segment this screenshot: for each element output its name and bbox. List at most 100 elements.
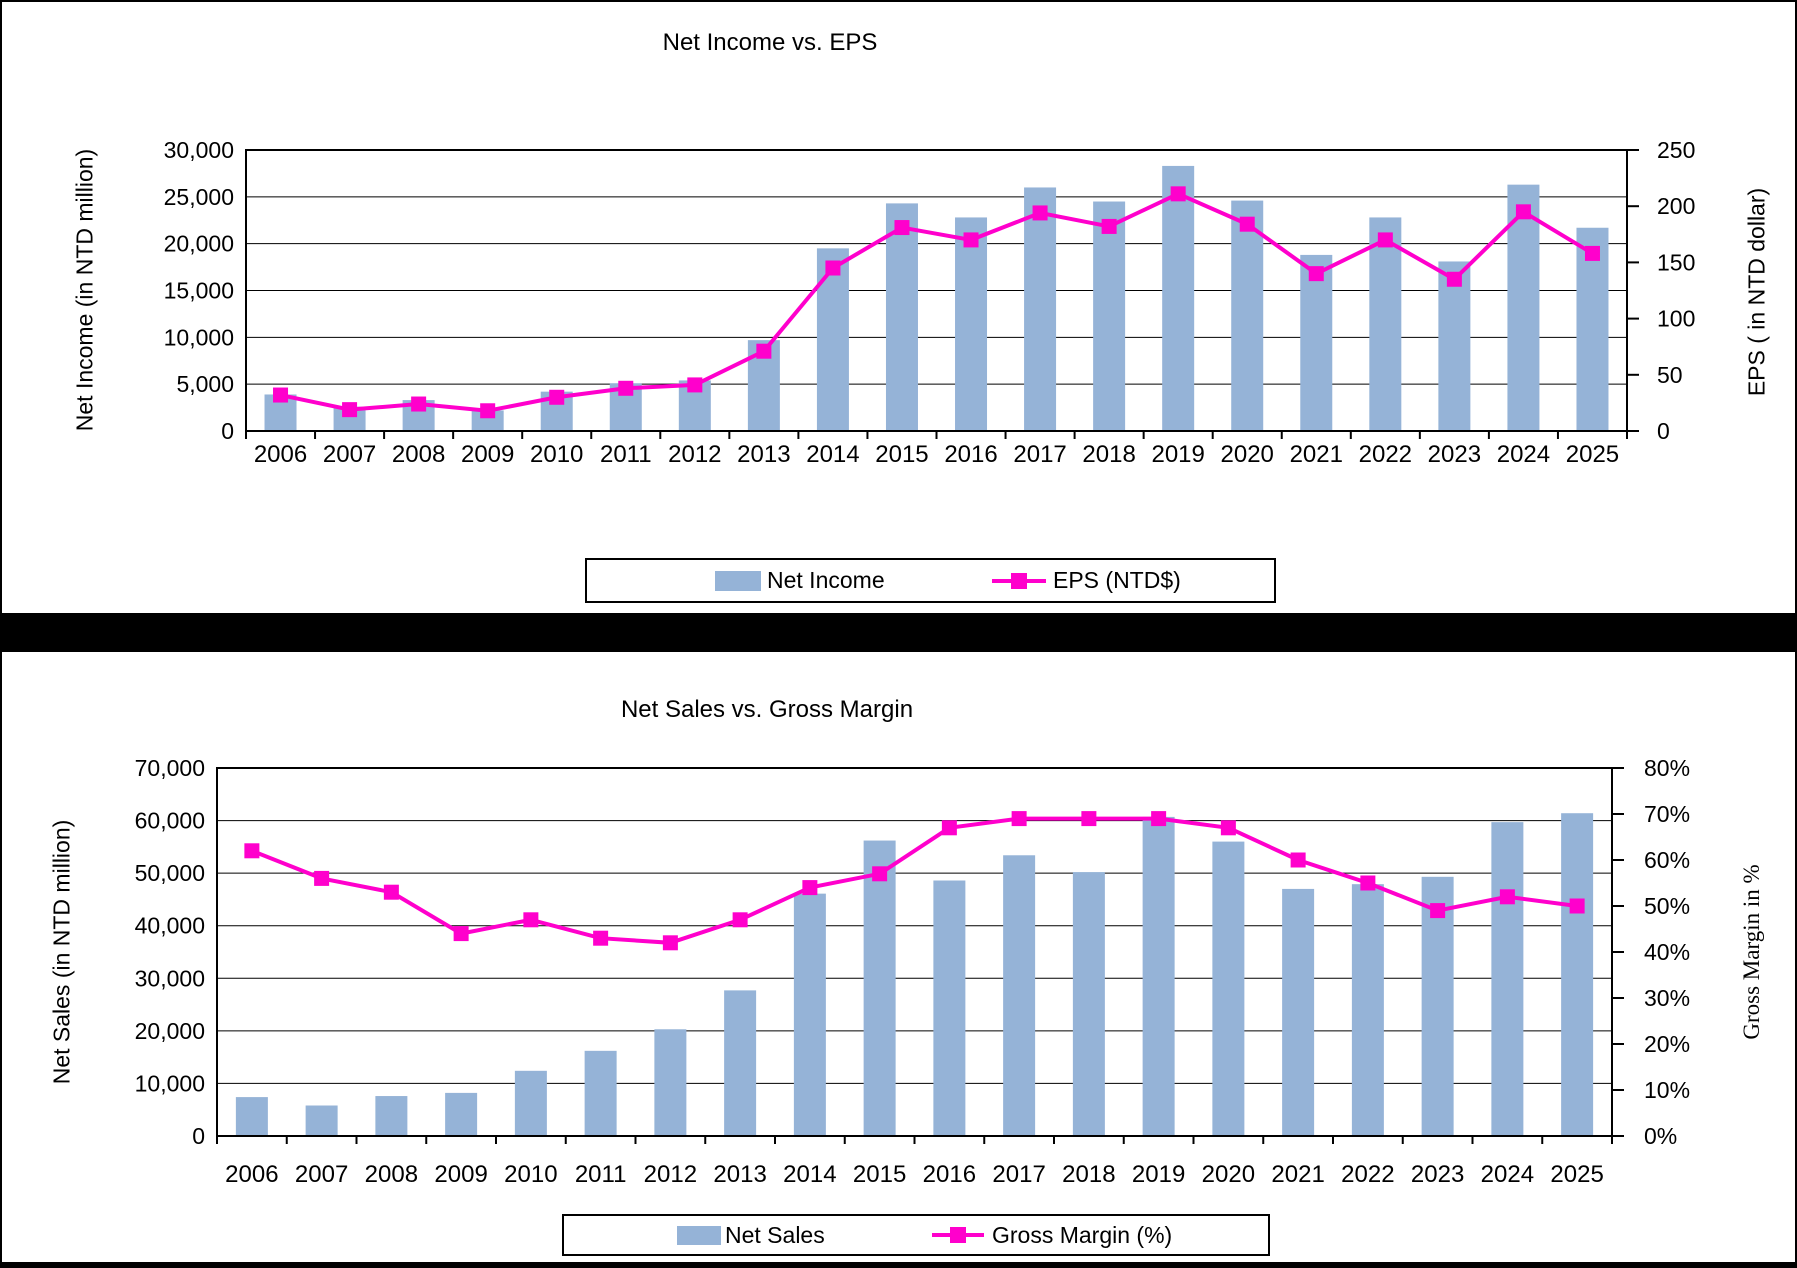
legend-swatch-net-income bbox=[715, 571, 761, 591]
bar-2024 bbox=[1507, 184, 1540, 431]
left-axis-tick-label: 40,000 bbox=[135, 913, 205, 939]
bar-2010 bbox=[514, 1070, 547, 1136]
left-axis-tick-label: 5,000 bbox=[176, 371, 234, 397]
line-marker-2012 bbox=[662, 935, 678, 951]
line-marker-2017 bbox=[1011, 811, 1027, 827]
x-tick-label-2025: 2025 bbox=[1566, 441, 1619, 468]
line-marker-2020 bbox=[1239, 216, 1255, 232]
plot-frame bbox=[245, 149, 1628, 432]
legend-label-net-income: Net Income bbox=[767, 567, 885, 593]
legend-label-eps: EPS (NTD$) bbox=[1053, 567, 1181, 593]
x-tick-label-2020: 2020 bbox=[1221, 441, 1274, 468]
legend-label-gross-margin: Gross Margin (%) bbox=[992, 1222, 1173, 1248]
line-marker-2020 bbox=[1220, 820, 1236, 836]
bar-2025 bbox=[1561, 813, 1594, 1136]
right-axis-tick-label: 80% bbox=[1644, 755, 1690, 781]
x-tick-label-2018: 2018 bbox=[1062, 1161, 1115, 1188]
line-marker-2013 bbox=[732, 912, 748, 928]
line-marker-2021 bbox=[1308, 266, 1324, 282]
x-tick-label-2021: 2021 bbox=[1271, 1161, 1324, 1188]
bar-2019 bbox=[1162, 165, 1195, 431]
line-marker-2010 bbox=[549, 389, 565, 405]
bar-2017 bbox=[1003, 855, 1036, 1136]
bar-2016 bbox=[955, 217, 988, 431]
left-axis-tick-label: 30,000 bbox=[164, 137, 234, 163]
line-marker-2025 bbox=[1569, 898, 1585, 914]
x-tick-label-2015: 2015 bbox=[853, 1161, 906, 1188]
bar-2013 bbox=[724, 990, 757, 1136]
x-tick-label-2023: 2023 bbox=[1411, 1161, 1464, 1188]
legend-swatch-gross-margin bbox=[932, 1227, 984, 1243]
line-marker-2015 bbox=[872, 866, 888, 882]
x-tick-label-2014: 2014 bbox=[806, 441, 859, 468]
x-tick-label-2024: 2024 bbox=[1481, 1161, 1534, 1188]
line-marker-2019 bbox=[1170, 186, 1186, 202]
right-axis-tick-label: 50 bbox=[1657, 362, 1683, 388]
legend-label-net-sales: Net Sales bbox=[725, 1222, 825, 1248]
x-tick-label-2013: 2013 bbox=[713, 1161, 766, 1188]
x-tick-label-2021: 2021 bbox=[1290, 441, 1343, 468]
line-marker-2018 bbox=[1101, 218, 1117, 234]
right-axis-tick-label: 10% bbox=[1644, 1077, 1690, 1103]
line-marker-2023 bbox=[1430, 903, 1446, 919]
right-axis-tick-label: 70% bbox=[1644, 801, 1690, 827]
line-marker-2019 bbox=[1151, 811, 1167, 827]
left-axis-tick-label: 50,000 bbox=[135, 860, 205, 886]
x-tick-label-2017: 2017 bbox=[1013, 441, 1066, 468]
line-marker-2009 bbox=[453, 926, 469, 942]
x-tick-label-2014: 2014 bbox=[783, 1161, 836, 1188]
bar-2022 bbox=[1351, 884, 1384, 1136]
left-axis-tick-label: 30,000 bbox=[135, 965, 205, 991]
right-axis-tick-label: 250 bbox=[1657, 137, 1695, 163]
x-tick-label-2008: 2008 bbox=[392, 441, 445, 468]
x-tick-label-2009: 2009 bbox=[434, 1161, 487, 1188]
bar-2021 bbox=[1282, 888, 1315, 1136]
x-tick-label-2012: 2012 bbox=[644, 1161, 697, 1188]
right-axis-tick-label: 40% bbox=[1644, 939, 1690, 965]
x-tick-label-2013: 2013 bbox=[737, 441, 790, 468]
line-marker-2014 bbox=[802, 880, 818, 896]
line-marker-2015 bbox=[894, 220, 910, 236]
x-tick-label-2011: 2011 bbox=[575, 1161, 627, 1188]
line-marker-2006 bbox=[273, 387, 289, 403]
line-marker-2007 bbox=[342, 402, 358, 418]
line-marker-2024 bbox=[1499, 889, 1515, 905]
bar-2011 bbox=[584, 1050, 617, 1136]
x-tick-label-2017: 2017 bbox=[992, 1161, 1045, 1188]
line-marker-2016 bbox=[941, 820, 957, 836]
bar-2018 bbox=[1093, 201, 1126, 431]
x-tick-label-2015: 2015 bbox=[875, 441, 928, 468]
left-axis-tick-label: 10,000 bbox=[135, 1070, 205, 1096]
bar-2020 bbox=[1231, 200, 1264, 431]
bar-2009 bbox=[445, 1092, 478, 1136]
x-tick-label-2007: 2007 bbox=[295, 1161, 348, 1188]
bar-2018 bbox=[1072, 872, 1105, 1136]
x-tick-label-2022: 2022 bbox=[1341, 1161, 1394, 1188]
separator-band bbox=[0, 613, 1797, 652]
left-axis-tick-label: 20,000 bbox=[164, 231, 234, 257]
bar-2025 bbox=[1576, 227, 1609, 431]
bar-2006 bbox=[235, 1097, 268, 1136]
bar-2007 bbox=[305, 1105, 338, 1136]
right-axis-tick-label: 150 bbox=[1657, 249, 1695, 275]
bar-2019 bbox=[1142, 816, 1175, 1136]
line-marker-2011 bbox=[618, 380, 634, 396]
right-axis-tick-label: 0 bbox=[1657, 418, 1670, 444]
bar-2015 bbox=[863, 840, 896, 1136]
bar-2023 bbox=[1421, 876, 1454, 1136]
line-marker-2007 bbox=[314, 870, 330, 886]
line-marker-2008 bbox=[411, 396, 427, 412]
bar-2020 bbox=[1212, 841, 1245, 1136]
right-axis-tick-label: 100 bbox=[1657, 306, 1695, 332]
bar-2017 bbox=[1024, 187, 1057, 431]
bar-2016 bbox=[933, 880, 966, 1136]
left-axis-tick-label: 25,000 bbox=[164, 184, 234, 210]
line-marker-2022 bbox=[1377, 232, 1393, 248]
left-axis-tick-label: 70,000 bbox=[135, 755, 205, 781]
line-marker-2017 bbox=[1032, 205, 1048, 221]
bar-2014 bbox=[793, 893, 826, 1136]
bar-2023 bbox=[1438, 261, 1471, 431]
left-axis-tick-label: 20,000 bbox=[135, 1018, 205, 1044]
chart-title-net-sales-gross-margin: Net Sales vs. Gross Margin bbox=[620, 696, 914, 723]
